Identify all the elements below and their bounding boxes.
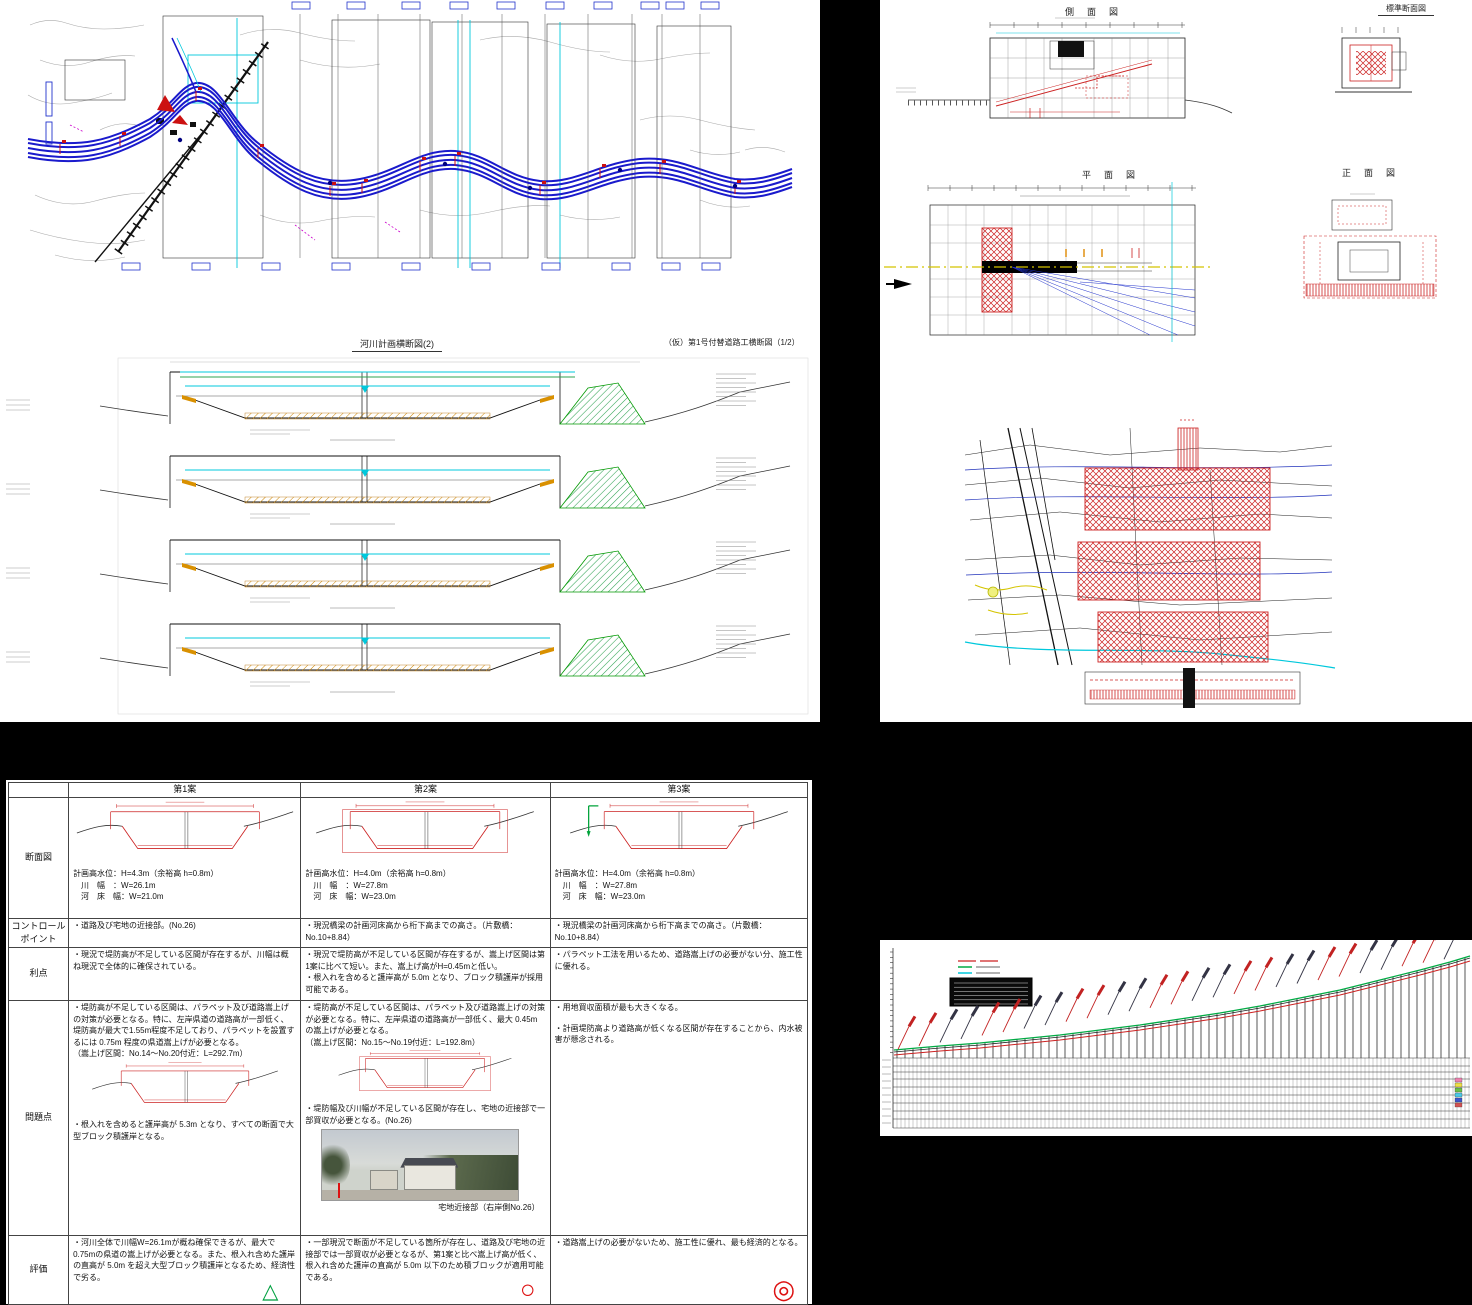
problem-row: 問題点 ・堤防高が不足している区間は、パラペット及び道路嵩上げの対策が必要となる… <box>7 1000 809 1236</box>
structure-drawing-sheet: 側 面 図 標準断面図 平 面 図 正 面 図 <box>880 0 1472 722</box>
row-label-evaluation: 評価 <box>7 1235 70 1305</box>
planned-bed-line <box>893 960 1471 1056</box>
section-row: 断面図 計画高水位：H=4.3m（余裕高 h=0.8m） 川 幅 ：W=26.1… <box>7 797 809 919</box>
photo-caption: 宅地近接部（右岸側No.26） <box>438 1202 540 1212</box>
survey-frames <box>64 15 732 259</box>
merit-cell-plan2: ・現況で堤防高が不足している区間が存在するが、嵩上げ区間は第1案に比べて短い。ま… <box>300 947 551 1001</box>
standard-section-title: 標準断面図 <box>1378 3 1434 16</box>
evaluation-symbol-triangle: △ <box>262 1280 279 1303</box>
red-hatch-area-3 <box>1097 611 1269 663</box>
planned-levee-line <box>893 955 1471 1051</box>
plan3-hw-level: 計画高水位：H=4.0m（余裕高 h=0.8m） <box>554 869 701 878</box>
problem-cell-plan2: ・堤防高が不足している区間は、パラペット及び道路嵩上げの対策が必要となる。特に、… <box>300 1000 551 1236</box>
side-view-title: 側 面 図 <box>1065 7 1121 17</box>
row-label-merit: 利点 <box>7 947 70 1001</box>
section-cell-plan1: 計画高水位：H=4.3m（余裕高 h=0.8m） 川 幅 ：W=26.1m 河 … <box>68 797 302 919</box>
merit-cell-plan1: ・現況で堤防高が不足している区間が存在するが、川幅は概ね現況で全体的に確保されて… <box>68 947 302 1001</box>
cross-section-sheet-title: 河川計画横断図(2) <box>352 337 442 352</box>
land-acquisition-map <box>964 419 1336 669</box>
red-triangle-marker <box>157 95 175 112</box>
plan1-bed-width: 河 床 幅：W=21.0m <box>73 892 164 902</box>
evaluation-row: 評価 ・河川全体で川幅W=26.1mが概ね確保できるが、最大で0.75mの県道の… <box>7 1235 809 1305</box>
plan1-river-width: 川 幅 ：W=26.1m <box>73 880 156 890</box>
row-label-section: 断面図 <box>7 797 70 919</box>
photo-house-roof <box>400 1157 459 1168</box>
bottom-revetment-bar <box>1084 668 1301 708</box>
plan-view-title: 平 面 図 <box>1082 170 1138 180</box>
plan-view-drawing <box>884 182 1212 342</box>
photo-red-annotation <box>338 1182 341 1198</box>
control-cell-plan1: ・道路及び宅地の近接部。(No.26) <box>68 918 302 948</box>
plan2-problem-figure <box>338 1050 513 1092</box>
profile-hatch <box>894 956 1470 1058</box>
row-label-problem: 問題点 <box>7 1000 70 1236</box>
evaluation-cell-plan2: ・一部現況で断面が不足している箇所が存在し、道路及び宅地の近接部では一部買収が必… <box>300 1235 551 1305</box>
photo-house <box>404 1164 457 1190</box>
photo-road <box>322 1189 519 1200</box>
river-alignment <box>27 37 793 201</box>
flow-direction-arrow <box>894 279 912 289</box>
problem-cell-plan3: ・用地買収面積が最も大きくなる。 ・計画堤防高より道路高が低くなる区間が存在する… <box>549 1000 809 1236</box>
control-cell-plan2: ・現況橋梁の計画河床高から桁下高までの高さ。（片敷橋：No.10+8.84） <box>300 918 551 948</box>
red-hatch-area-2 <box>1077 541 1261 601</box>
standard-section-drawing <box>1335 37 1412 93</box>
photo-shed <box>370 1169 399 1190</box>
plan2-section-figure <box>316 801 535 853</box>
problem-cell-plan1: ・堤防高が不足している区間は、パラペット及び道路嵩上げの対策が必要となる。特に、… <box>68 1000 302 1236</box>
side-view-drawing <box>896 17 1233 119</box>
station-band-table <box>893 1058 1470 1128</box>
evaluation-symbol-circle: ○ <box>519 1274 536 1304</box>
plan3-section-figure <box>569 801 789 850</box>
longitudinal-profile-figure <box>882 925 1471 1129</box>
front-view-drawing <box>1303 193 1437 299</box>
plan2-hw-level: 計画高水位：H=4.0m（余裕高 h=0.8m） <box>305 869 451 878</box>
river-plan-and-sections-sheet: 河川計画横断図(2) （仮）第1号付替道路工横断図（1/2） <box>0 0 820 722</box>
magenta-dashes <box>69 124 401 241</box>
photo-trees <box>322 1141 351 1188</box>
section-cell-plan3: 計画高水位：H=4.0m（余裕高 h=0.8m） 川 幅 ：W=27.8m 河 … <box>549 797 809 919</box>
control-point-row: コントロール ポイント ・道路及び宅地の近接部。(No.26) ・現況橋梁の計画… <box>7 918 809 948</box>
red-hatch-area-1 <box>1084 467 1271 531</box>
table-header-row: 第1案 第2案 第3案 <box>7 782 809 798</box>
longitudinal-profile-panel <box>880 925 1472 1136</box>
alternative-comparison-table-panel: 第1案 第2案 第3案 断面図 計画高水位：H=4.3m（余裕高 h=0.8m）… <box>6 780 812 1305</box>
plan3-bed-width: 河 床 幅：W=23.0m <box>554 892 646 902</box>
plan1-section-figure <box>76 801 294 849</box>
evaluation-symbol-double-circle: ◎ <box>772 1274 795 1304</box>
evaluation-cell-plan3: ・道路嵩上げの必要がないため、施工性に優れ、最も経済的となる。 ◎ <box>549 1235 809 1305</box>
row-label-control: コントロール ポイント <box>7 918 70 948</box>
col-header-plan3: 第3案 <box>549 782 809 798</box>
control-cell-plan3: ・現況橋梁の計画河床高から桁下高までの高さ。（片敷橋：No.10+8.84） <box>549 918 809 948</box>
merit-cell-plan3: ・パラペット工法を用いるため、道路嵩上げの必要がない分、施工性に優れる。 <box>549 947 809 1001</box>
col-header-plan2: 第2案 <box>300 782 551 798</box>
plan3-river-width: 川 幅 ：W=27.8m <box>554 880 638 890</box>
plan2-river-width: 川 幅 ：W=27.8m <box>305 880 388 890</box>
corner-cell <box>7 782 70 798</box>
front-view-title: 正 面 図 <box>1342 168 1398 178</box>
plan1-hw-level: 計画高水位：H=4.3m（余裕高 h=0.8m） <box>73 869 219 878</box>
cross-section-sheet-subtitle: （仮）第1号付替道路工横断図（1/2） <box>664 338 800 347</box>
col-header-plan1: 第1案 <box>68 782 302 798</box>
comparison-table: 第1案 第2案 第3案 断面図 計画高水位：H=4.3m（余裕高 h=0.8m）… <box>7 782 809 1305</box>
plan2-bed-width: 河 床 幅：W=23.0m <box>305 892 396 902</box>
site-photo <box>321 1128 520 1201</box>
river-plan-map-figure <box>6 1 809 715</box>
section-cell-plan2: 計画高水位：H=4.0m（余裕高 h=0.8m） 川 幅 ：W=27.8m 河 … <box>300 797 551 919</box>
merit-row: 利点 ・現況で堤防高が不足している区間が存在するが、川幅は概ね現況で全体的に確保… <box>7 947 809 1001</box>
evaluation-cell-plan1: ・河川全体で川幅W=26.1mが概ね確保できるが、最大で0.75mの県道の嵩上げ… <box>68 1235 302 1305</box>
structure-drawings-figure <box>884 17 1437 708</box>
plan1-problem-figure <box>91 1062 278 1103</box>
